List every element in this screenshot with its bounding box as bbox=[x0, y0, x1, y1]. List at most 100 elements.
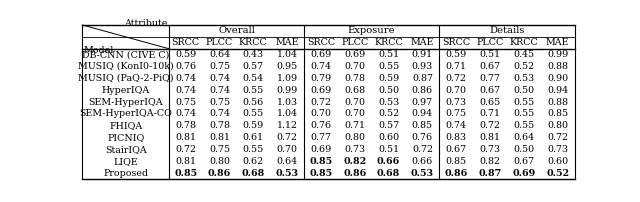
Text: Proposed: Proposed bbox=[103, 169, 148, 178]
Text: 0.75: 0.75 bbox=[209, 62, 230, 71]
Text: 0.81: 0.81 bbox=[175, 133, 196, 142]
Text: PLCC: PLCC bbox=[341, 38, 369, 47]
Text: 0.90: 0.90 bbox=[547, 74, 568, 83]
Text: KRCC: KRCC bbox=[239, 38, 268, 47]
Text: 0.65: 0.65 bbox=[479, 98, 500, 106]
Text: 0.82: 0.82 bbox=[479, 157, 500, 166]
Text: PLCC: PLCC bbox=[476, 38, 504, 47]
Text: 0.80: 0.80 bbox=[209, 157, 230, 166]
Text: 0.52: 0.52 bbox=[546, 169, 569, 178]
Text: 0.74: 0.74 bbox=[175, 86, 196, 95]
Text: 0.62: 0.62 bbox=[243, 157, 264, 166]
Text: 0.70: 0.70 bbox=[344, 62, 365, 71]
Text: SEM-HyperIQA: SEM-HyperIQA bbox=[88, 98, 163, 106]
Text: 0.59: 0.59 bbox=[378, 74, 399, 83]
Text: 0.70: 0.70 bbox=[344, 98, 365, 106]
Text: 0.74: 0.74 bbox=[175, 109, 196, 118]
Text: SEM-HyperIQA-CO: SEM-HyperIQA-CO bbox=[79, 109, 172, 118]
Text: 0.56: 0.56 bbox=[243, 98, 264, 106]
Text: 0.53: 0.53 bbox=[378, 98, 399, 106]
Text: 0.64: 0.64 bbox=[513, 133, 534, 142]
Text: 0.88: 0.88 bbox=[547, 62, 568, 71]
Text: 0.67: 0.67 bbox=[479, 86, 500, 95]
Text: 0.72: 0.72 bbox=[412, 145, 433, 154]
Text: 0.55: 0.55 bbox=[513, 121, 534, 130]
Text: 0.67: 0.67 bbox=[479, 62, 500, 71]
Text: 0.60: 0.60 bbox=[547, 157, 568, 166]
Text: 0.71: 0.71 bbox=[479, 109, 500, 118]
Text: 0.72: 0.72 bbox=[276, 133, 298, 142]
Text: 0.91: 0.91 bbox=[412, 50, 433, 59]
Text: 0.57: 0.57 bbox=[243, 62, 264, 71]
Text: HyperIQA: HyperIQA bbox=[102, 86, 150, 95]
Text: 0.72: 0.72 bbox=[445, 74, 467, 83]
Text: 1.04: 1.04 bbox=[276, 109, 298, 118]
Text: StairIQA: StairIQA bbox=[105, 145, 147, 154]
Text: 0.81: 0.81 bbox=[175, 157, 196, 166]
Text: 0.95: 0.95 bbox=[276, 62, 298, 71]
Text: 0.70: 0.70 bbox=[344, 109, 365, 118]
Text: 0.88: 0.88 bbox=[547, 98, 568, 106]
Text: PLCC: PLCC bbox=[206, 38, 233, 47]
Text: KRCC: KRCC bbox=[374, 38, 403, 47]
Text: 0.85: 0.85 bbox=[547, 109, 568, 118]
Text: 0.50: 0.50 bbox=[378, 86, 399, 95]
Text: 0.93: 0.93 bbox=[412, 62, 433, 71]
Text: 0.73: 0.73 bbox=[344, 145, 365, 154]
Text: 1.04: 1.04 bbox=[276, 50, 298, 59]
Text: DB-CNN (CIVE C): DB-CNN (CIVE C) bbox=[82, 50, 170, 59]
Text: 0.43: 0.43 bbox=[243, 50, 264, 59]
Text: 0.52: 0.52 bbox=[513, 62, 534, 71]
Text: 0.70: 0.70 bbox=[445, 86, 467, 95]
Text: 0.75: 0.75 bbox=[175, 98, 196, 106]
Text: 0.74: 0.74 bbox=[209, 74, 230, 83]
Text: 0.86: 0.86 bbox=[445, 169, 468, 178]
Text: 0.60: 0.60 bbox=[378, 133, 399, 142]
Text: 0.94: 0.94 bbox=[547, 86, 568, 95]
Text: 0.82: 0.82 bbox=[343, 157, 367, 166]
Text: LIQE: LIQE bbox=[113, 157, 138, 166]
Text: 0.71: 0.71 bbox=[445, 62, 467, 71]
Text: 0.99: 0.99 bbox=[276, 86, 298, 95]
Text: 0.78: 0.78 bbox=[175, 121, 196, 130]
Text: 0.87: 0.87 bbox=[412, 74, 433, 83]
Text: 0.76: 0.76 bbox=[175, 62, 196, 71]
Text: SRCC: SRCC bbox=[442, 38, 470, 47]
Text: 0.73: 0.73 bbox=[445, 98, 467, 106]
Text: 0.86: 0.86 bbox=[412, 86, 433, 95]
Text: 0.52: 0.52 bbox=[378, 109, 399, 118]
Text: 0.69: 0.69 bbox=[344, 50, 365, 59]
Text: 0.51: 0.51 bbox=[479, 50, 500, 59]
Text: 0.81: 0.81 bbox=[479, 133, 500, 142]
Text: 0.50: 0.50 bbox=[513, 86, 534, 95]
Text: 0.68: 0.68 bbox=[377, 169, 400, 178]
Text: 0.70: 0.70 bbox=[276, 145, 298, 154]
Text: 0.94: 0.94 bbox=[412, 109, 433, 118]
Text: 0.50: 0.50 bbox=[513, 145, 534, 154]
Text: 0.85: 0.85 bbox=[309, 169, 333, 178]
Text: 0.75: 0.75 bbox=[209, 145, 230, 154]
Text: 0.55: 0.55 bbox=[243, 86, 264, 95]
Text: Model: Model bbox=[84, 46, 115, 55]
Text: 0.74: 0.74 bbox=[175, 74, 196, 83]
Text: 0.87: 0.87 bbox=[478, 169, 502, 178]
Text: 0.77: 0.77 bbox=[310, 133, 332, 142]
Text: 0.78: 0.78 bbox=[344, 74, 365, 83]
Text: 0.53: 0.53 bbox=[411, 169, 434, 178]
Text: 0.57: 0.57 bbox=[378, 121, 399, 130]
Text: 0.51: 0.51 bbox=[378, 50, 399, 59]
Text: 0.61: 0.61 bbox=[243, 133, 264, 142]
Text: 0.80: 0.80 bbox=[344, 133, 365, 142]
Text: 0.51: 0.51 bbox=[378, 145, 399, 154]
Text: 1.03: 1.03 bbox=[276, 98, 298, 106]
Text: 0.45: 0.45 bbox=[513, 50, 534, 59]
Text: 0.86: 0.86 bbox=[343, 169, 367, 178]
Text: 0.72: 0.72 bbox=[310, 98, 332, 106]
Text: 0.66: 0.66 bbox=[377, 157, 400, 166]
Text: 0.73: 0.73 bbox=[479, 145, 500, 154]
Text: 0.55: 0.55 bbox=[513, 109, 534, 118]
Text: 0.67: 0.67 bbox=[445, 145, 467, 154]
Text: Attribute: Attribute bbox=[124, 19, 167, 28]
Text: 0.83: 0.83 bbox=[445, 133, 467, 142]
Text: 0.53: 0.53 bbox=[276, 169, 299, 178]
